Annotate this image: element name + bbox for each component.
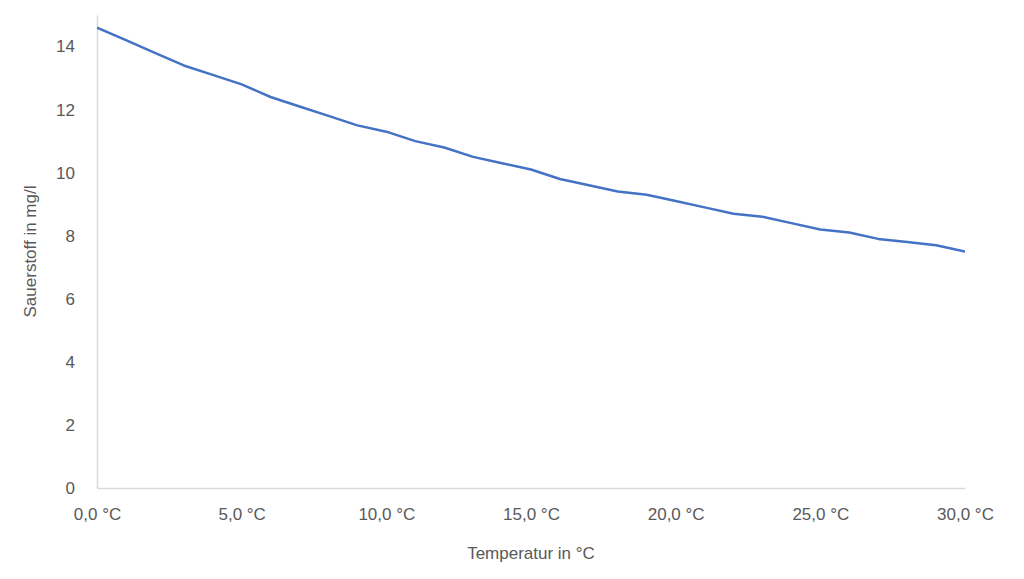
x-tick: 25,0 °C [792,488,849,524]
x-tick: 10,0 °C [358,488,415,524]
x-tick: 20,0 °C [648,488,705,524]
plot-area: 0,0 °C 5,0 °C 10,0 °C 15,0 °C 20,0 °C 25,0 °C… [56,16,994,525]
y-tick-label: 10 [56,164,75,183]
y-axis: 0 2 4 6 8 10 12 14 [56,16,97,498]
y-tick: 2 [66,416,97,435]
x-tick-label: 15,0 °C [503,505,560,524]
y-tick-label: 12 [56,101,75,120]
x-tick-label: 25,0 °C [792,505,849,524]
y-tick: 12 [56,101,97,120]
y-axis-line [97,16,99,489]
x-tick: 15,0 °C [503,488,560,524]
x-axis-title: Temperatur in °C [467,544,595,563]
x-tick-label: 20,0 °C [648,505,705,524]
x-axis: 0,0 °C 5,0 °C 10,0 °C 15,0 °C 20,0 °C 25,0 °C… [74,488,994,524]
x-tick-label: 30,0 °C [937,505,994,524]
y-tick: 10 [56,164,97,183]
y-tick-label: 2 [66,416,75,435]
marks [97,28,965,252]
y-tick: 0 [66,479,97,498]
y-tick-label: 0 [66,479,75,498]
y-tick-label: 8 [66,227,75,246]
y-axis-title: Sauerstoff in mg/l [21,186,40,318]
y-tick: 8 [66,227,97,246]
x-tick: 5,0 °C [218,488,265,524]
x-tick-label: 10,0 °C [358,505,415,524]
y-tick-label: 14 [56,37,75,56]
x-axis-line [98,488,966,490]
data-line [97,28,965,252]
x-tick-label: 0,0 °C [74,505,121,524]
x-tick-label: 5,0 °C [218,505,265,524]
chart: 0,0 °C 5,0 °C 10,0 °C 15,0 °C 20,0 °C 25,0 °C… [0,0,1024,579]
y-tick-label: 4 [66,353,75,372]
x-tick: 30,0 °C [937,488,994,524]
y-tick: 4 [66,353,97,372]
y-tick-label: 6 [66,290,75,309]
x-tick: 0,0 °C [74,488,121,524]
y-tick: 6 [66,290,97,309]
y-tick: 14 [56,37,97,56]
